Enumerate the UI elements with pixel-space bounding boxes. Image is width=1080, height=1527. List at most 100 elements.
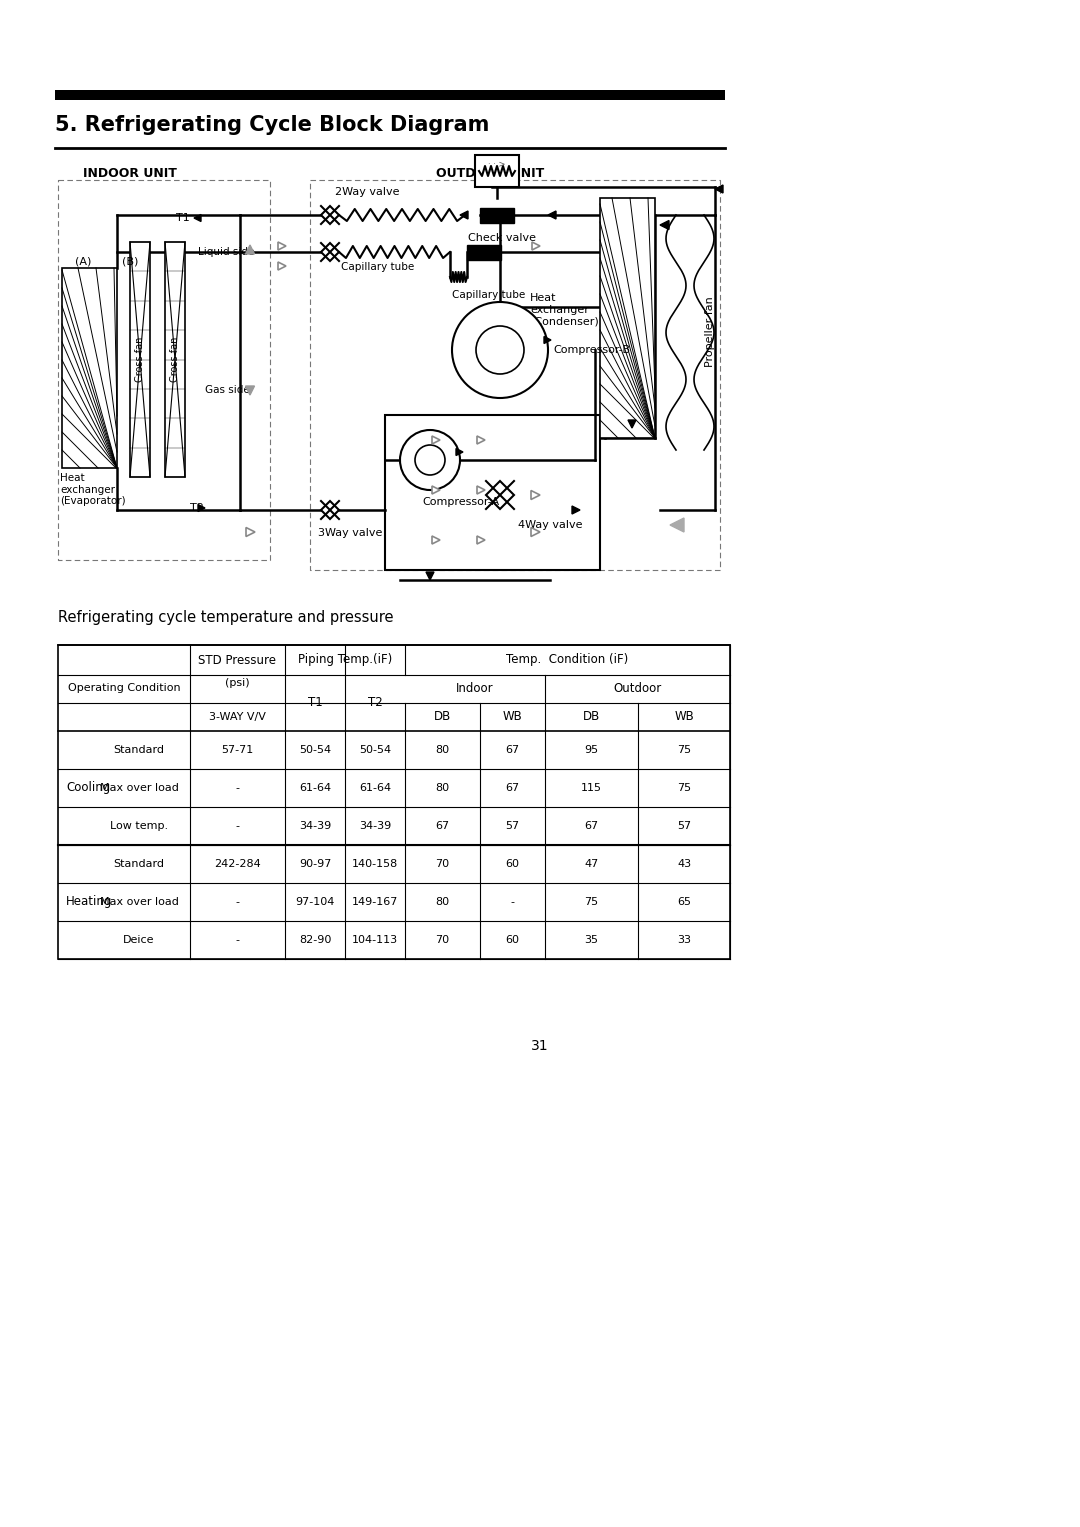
Polygon shape — [321, 501, 339, 519]
Text: T1: T1 — [176, 212, 190, 223]
Text: -: - — [235, 783, 240, 793]
Text: 80: 80 — [435, 783, 449, 793]
Text: -: - — [511, 896, 514, 907]
Text: 80: 80 — [435, 896, 449, 907]
Text: 104-113: 104-113 — [352, 935, 399, 945]
Text: 61-64: 61-64 — [299, 783, 332, 793]
Bar — [165, 241, 185, 476]
Text: 149-167: 149-167 — [352, 896, 399, 907]
Polygon shape — [477, 536, 485, 544]
Bar — [384, 415, 600, 570]
Polygon shape — [544, 336, 551, 344]
Text: OUTDOOR UNIT: OUTDOOR UNIT — [436, 166, 544, 180]
Text: Heating: Heating — [66, 895, 112, 909]
Polygon shape — [321, 243, 339, 261]
Text: 140-158: 140-158 — [352, 860, 399, 869]
Polygon shape — [426, 573, 434, 580]
Text: Liquid side: Liquid side — [198, 247, 255, 257]
Text: 67: 67 — [584, 822, 598, 831]
Text: 67: 67 — [435, 822, 449, 831]
Text: 4Way valve: 4Way valve — [518, 521, 582, 530]
Text: Cooling: Cooling — [66, 782, 110, 794]
Polygon shape — [432, 437, 440, 444]
Text: 3-WAY V/V: 3-WAY V/V — [210, 712, 266, 722]
Text: 70: 70 — [435, 860, 449, 869]
Polygon shape — [245, 386, 255, 395]
Polygon shape — [531, 527, 540, 536]
Polygon shape — [245, 244, 255, 253]
Text: 3Way valve: 3Way valve — [318, 528, 382, 538]
Text: 33: 33 — [677, 935, 691, 945]
Text: 57: 57 — [677, 822, 691, 831]
Text: 35: 35 — [584, 935, 598, 945]
Text: Gas side: Gas side — [205, 385, 249, 395]
Polygon shape — [432, 536, 440, 544]
Text: 47: 47 — [584, 860, 598, 869]
Text: WB: WB — [502, 710, 523, 724]
Bar — [62, 269, 117, 467]
Circle shape — [415, 444, 445, 475]
Text: 67: 67 — [505, 783, 519, 793]
Text: 5. Refrigerating Cycle Block Diagram: 5. Refrigerating Cycle Block Diagram — [55, 115, 489, 134]
Text: 115: 115 — [581, 783, 602, 793]
Text: 57: 57 — [505, 822, 519, 831]
Bar — [475, 156, 519, 186]
Text: Max over load: Max over load — [99, 896, 178, 907]
Text: DB: DB — [583, 710, 600, 724]
Text: Capillary tube: Capillary tube — [341, 263, 415, 272]
Polygon shape — [456, 449, 463, 455]
Text: 97-104: 97-104 — [295, 896, 335, 907]
Text: 34-39: 34-39 — [299, 822, 332, 831]
Text: WB: WB — [674, 710, 693, 724]
Text: 34-39: 34-39 — [359, 822, 391, 831]
Polygon shape — [627, 420, 636, 428]
Text: 90-97: 90-97 — [299, 860, 332, 869]
Bar — [467, 244, 501, 260]
Text: Standard: Standard — [113, 860, 164, 869]
Text: T2: T2 — [367, 696, 382, 710]
Bar — [480, 208, 514, 223]
Polygon shape — [660, 220, 669, 229]
Text: 31: 31 — [531, 1038, 549, 1054]
Text: Heat
exchanger
(Condenser): Heat exchanger (Condenser) — [530, 293, 598, 327]
Text: 242-284: 242-284 — [214, 860, 261, 869]
Text: T1: T1 — [308, 696, 322, 710]
Text: 70: 70 — [435, 935, 449, 945]
Circle shape — [400, 431, 460, 490]
Polygon shape — [246, 527, 255, 536]
Polygon shape — [548, 211, 556, 218]
Text: (B): (B) — [122, 257, 138, 267]
Text: Cross fan: Cross fan — [170, 337, 180, 382]
Text: 61-64: 61-64 — [359, 783, 391, 793]
Text: 67: 67 — [505, 745, 519, 754]
Polygon shape — [477, 437, 485, 444]
Text: Heat
exchanger
(Evaporator): Heat exchanger (Evaporator) — [60, 473, 125, 505]
Polygon shape — [198, 504, 205, 512]
Text: Max over load: Max over load — [99, 783, 178, 793]
Text: 82-90: 82-90 — [299, 935, 332, 945]
Text: Low temp.: Low temp. — [110, 822, 168, 831]
Text: Compressor-A: Compressor-A — [422, 496, 499, 507]
Polygon shape — [321, 206, 339, 224]
Text: Operating Condition: Operating Condition — [68, 683, 180, 693]
Text: 60: 60 — [505, 860, 519, 869]
Text: 80: 80 — [435, 745, 449, 754]
Text: Indoor: Indoor — [456, 683, 494, 695]
Text: Propeller fan: Propeller fan — [705, 296, 715, 368]
Text: 57-71: 57-71 — [221, 745, 254, 754]
Text: 75: 75 — [584, 896, 598, 907]
Polygon shape — [278, 263, 286, 270]
Text: (psi): (psi) — [226, 678, 249, 689]
Text: -: - — [235, 822, 240, 831]
Text: 65: 65 — [677, 896, 691, 907]
Bar — [58, 644, 730, 959]
Text: Piping Temp.(iF): Piping Temp.(iF) — [298, 654, 392, 666]
Polygon shape — [531, 490, 540, 499]
Text: DB: DB — [434, 710, 451, 724]
Text: Temp.  Condition (iF): Temp. Condition (iF) — [507, 654, 629, 666]
Polygon shape — [572, 505, 580, 515]
Polygon shape — [432, 486, 440, 495]
Bar — [130, 241, 150, 476]
Polygon shape — [194, 214, 201, 221]
Text: Standard: Standard — [113, 745, 164, 754]
